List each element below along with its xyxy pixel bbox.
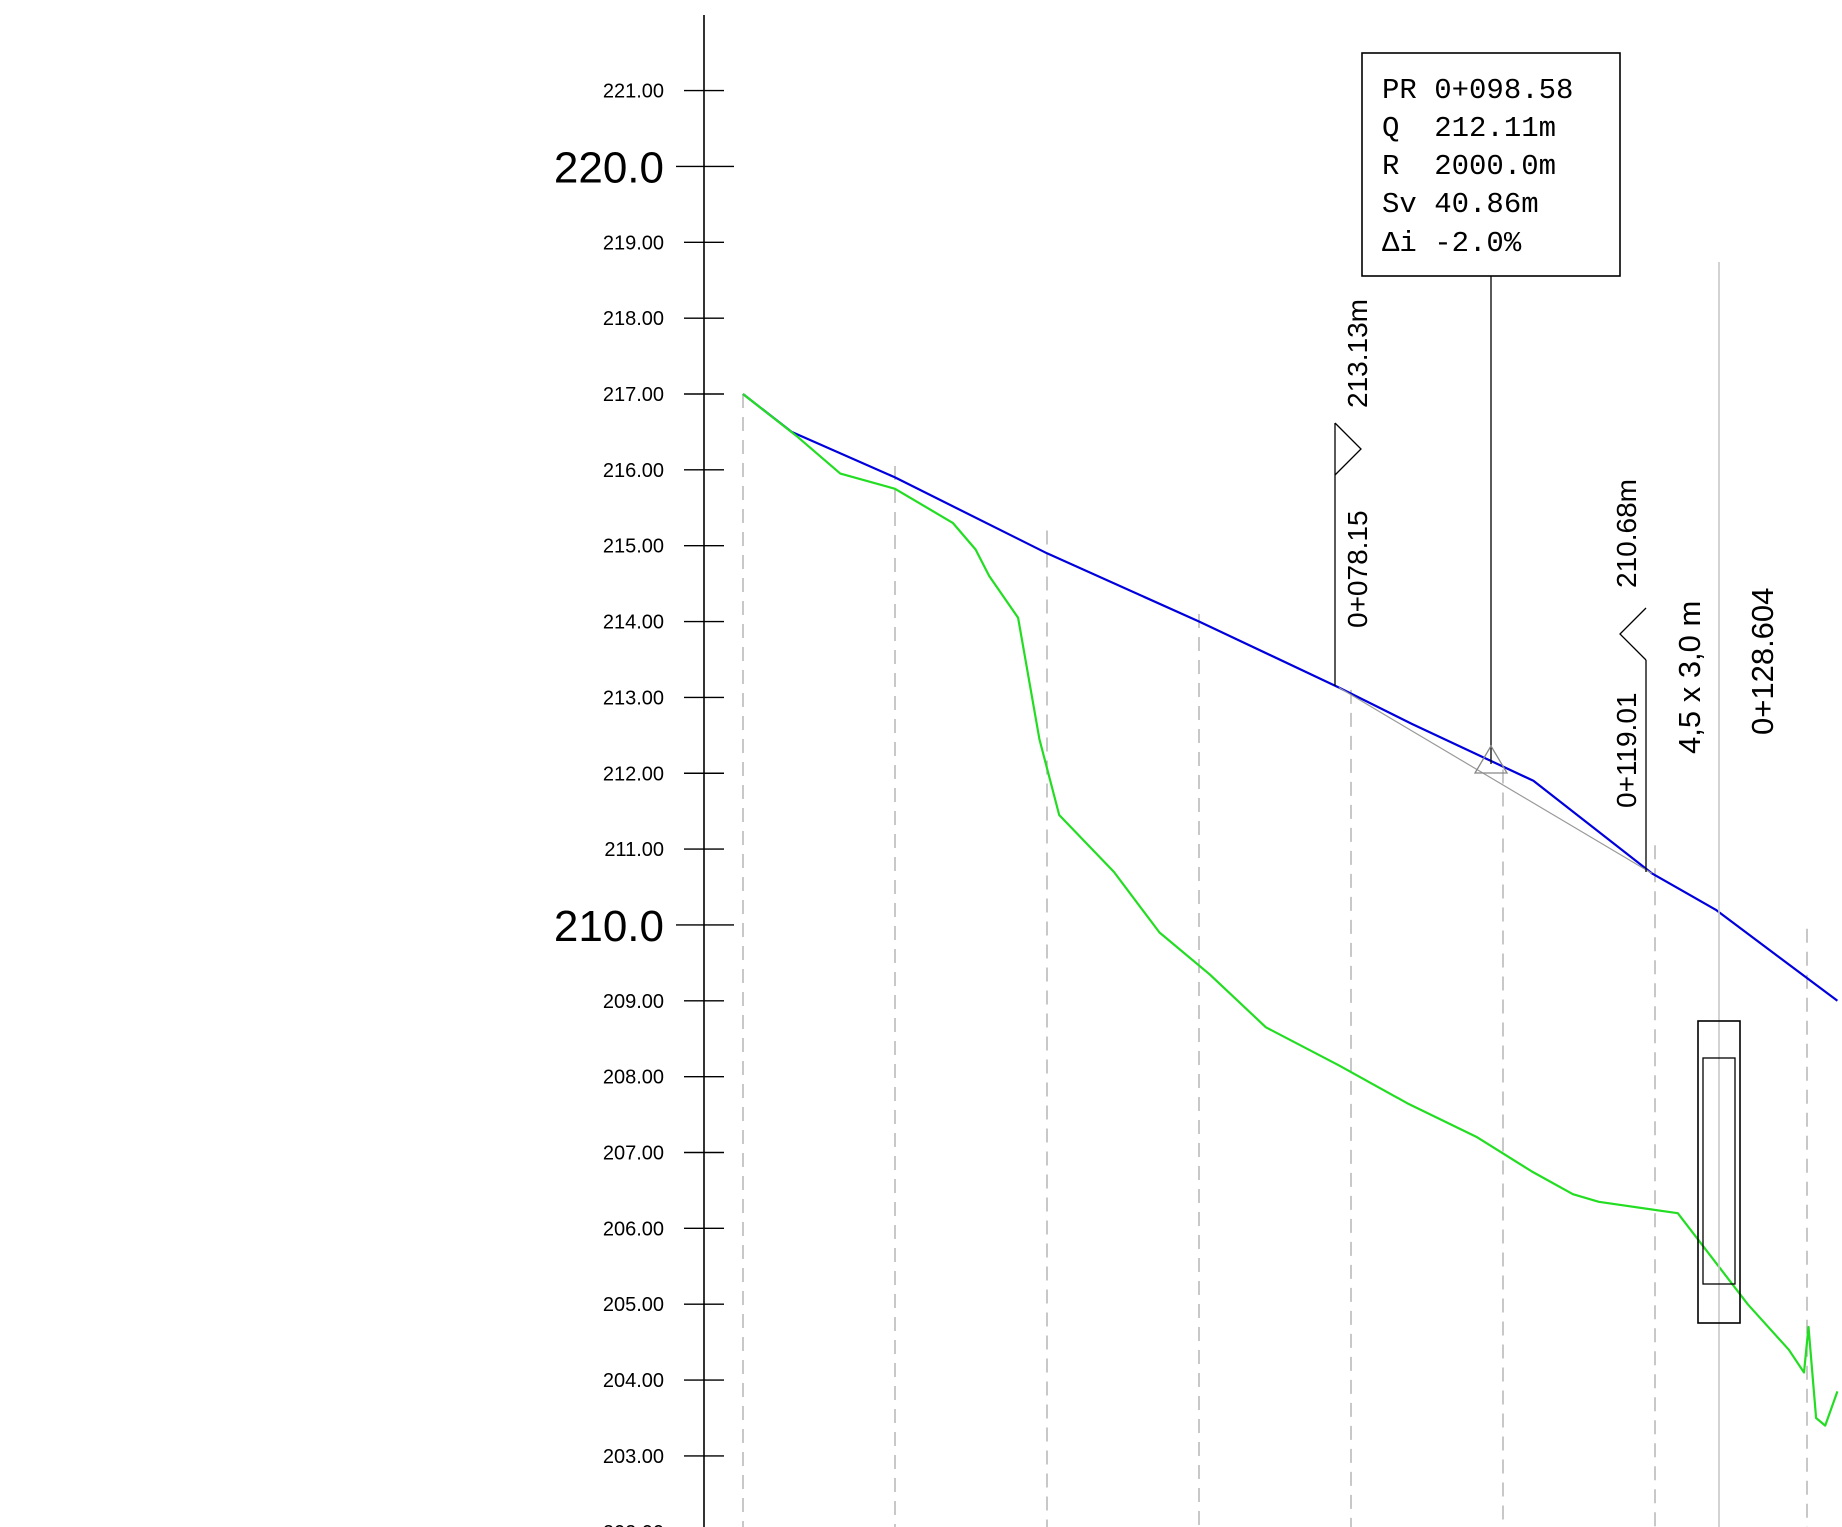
start-point-station: 0+078.15 (1342, 510, 1373, 628)
info-line-radius: R 2000.0m (1382, 150, 1556, 183)
minor-tick-label: 204.00 (603, 1370, 664, 1392)
minor-tick-label: 212.00 (603, 763, 664, 785)
major-tick-label: 210.0 (554, 902, 664, 951)
minor-tick-label: 205.00 (603, 1294, 664, 1316)
minor-tick-label: 209.00 (603, 991, 664, 1013)
minor-tick-label: 214.00 (603, 612, 664, 634)
minor-tick-label: 216.00 (603, 460, 664, 482)
design-line (742, 393, 1839, 1002)
vertical-curve-info-box: PR 0+098.58 Q 212.11m R 2000.0m Sv 40.86… (1361, 52, 1621, 277)
profile-series (742, 393, 1839, 1427)
minor-tick-label: 206.00 (603, 1218, 664, 1240)
minor-tick-label: 215.00 (603, 536, 664, 558)
minor-tick-label: 218.00 (603, 308, 664, 330)
culvert-size-label: 4,5 x 3,0 m (1672, 601, 1707, 754)
minor-tick-label: 207.00 (603, 1143, 664, 1165)
tangent-chord (1338, 687, 1653, 874)
start-point-marker: 0+078.15 213.13m (1334, 299, 1373, 686)
major-tick-label: 220.0 (554, 143, 664, 192)
info-line-station: PR 0+098.58 (1382, 74, 1573, 107)
end-point-flag-icon (1619, 607, 1647, 661)
minor-tick-label: 202.00 (603, 1522, 664, 1527)
info-line-elevation: Q 212.11m (1382, 112, 1556, 145)
terrain-line (742, 393, 1839, 1427)
info-box-frame (1361, 52, 1621, 277)
minor-tick-label: 208.00 (603, 1067, 664, 1089)
vertex-triangle-icon (1473, 744, 1509, 774)
minor-tick-label: 221.00 (603, 81, 664, 103)
end-point-station: 0+119.01 (1611, 693, 1642, 809)
minor-tick-label: 203.00 (603, 1446, 664, 1468)
start-point-elevation: 213.13m (1342, 299, 1373, 408)
vertex-marker (1473, 276, 1509, 774)
start-point-flag-icon (1334, 422, 1362, 476)
info-line-grade-change: Δi -2.0% (1382, 227, 1522, 260)
culvert: 4,5 x 3,0 m 0+128.604 (1672, 262, 1780, 1527)
culvert-outer-frame (1697, 1020, 1741, 1324)
culvert-inner-frame (1702, 1057, 1736, 1285)
end-point-elevation: 210.68m (1611, 479, 1642, 588)
minor-tick-label: 219.00 (603, 232, 664, 254)
minor-tick-label: 213.00 (603, 687, 664, 709)
end-point-marker: 0+119.01 210.68m (1611, 479, 1647, 872)
axis-ticks: 221.00 219.00 218.00 217.00 216.00 215.00 214.… (554, 81, 734, 1527)
minor-tick-label: 211.00 (604, 839, 664, 861)
station-lines (742, 394, 1808, 1527)
minor-tick-label: 217.00 (603, 384, 664, 406)
culvert-station-label: 0+128.604 (1745, 588, 1780, 735)
info-line-sag: Sv 40.86m (1382, 188, 1539, 221)
